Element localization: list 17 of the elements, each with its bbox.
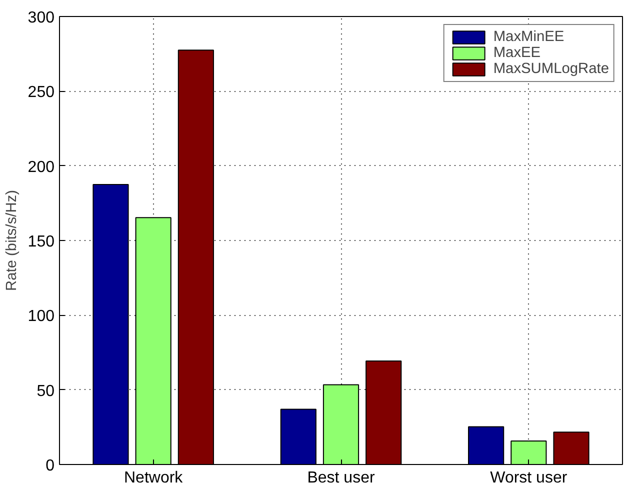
y-tick-label: 150 <box>28 234 55 250</box>
x-tick-label: Network <box>124 470 184 486</box>
legend-label: MaxSUMLogRate <box>493 61 609 77</box>
y-tick-label: 300 <box>28 10 55 26</box>
y-tick-label: 250 <box>28 84 55 102</box>
bar <box>468 426 504 464</box>
bar <box>553 432 590 464</box>
y-tick-label: 50 <box>36 382 55 400</box>
y-tick-label: 0 <box>46 458 55 474</box>
x-tick-label: Best user <box>307 470 376 486</box>
bar <box>280 408 316 464</box>
legend-label: MaxEE <box>493 45 541 61</box>
y-tick-label: 100 <box>28 308 55 326</box>
y-tick-label: 200 <box>28 158 55 176</box>
legend-label: MaxMinEE <box>493 29 564 45</box>
y-axis-title: Rate (bits/s/Hz) <box>4 190 20 291</box>
x-tick-label: Worst user <box>490 470 568 486</box>
